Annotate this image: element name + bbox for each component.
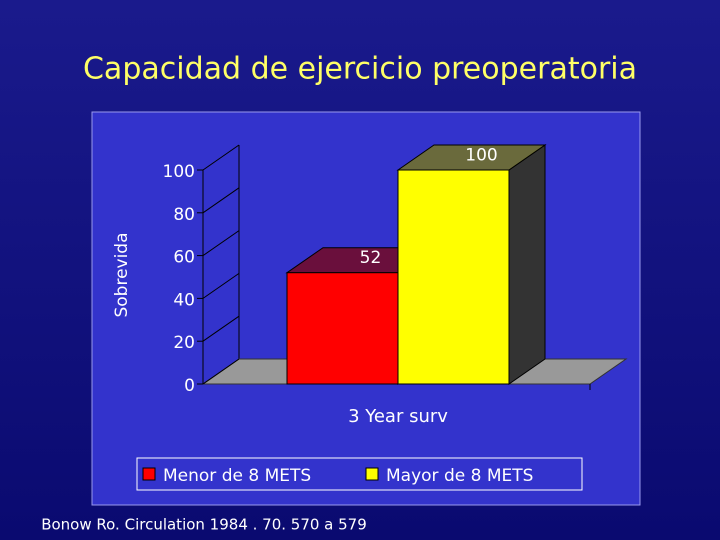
- y-tick-label: 40: [173, 290, 195, 310]
- x-tick-label: 3 Year surv: [348, 406, 448, 427]
- y-axis-label: Sobrevida: [112, 232, 132, 317]
- tick-line: [202, 358, 240, 385]
- tick-line: [202, 187, 240, 214]
- bar-side: [508, 144, 546, 385]
- bar-top-shade: [287, 247, 434, 273]
- bar: [286, 272, 399, 385]
- bar: [397, 169, 510, 385]
- tick-line: [202, 272, 240, 299]
- tick-line: [202, 230, 240, 257]
- y-tick-label: 20: [173, 333, 195, 353]
- bar-top-shade: [398, 145, 545, 170]
- y-tick-label: 100: [163, 162, 195, 182]
- legend-box: [136, 457, 583, 491]
- y-tick-label: 0: [184, 376, 195, 396]
- slide-title: Capacidad de ejercicio preoperatoria: [83, 52, 637, 87]
- y-tick-label: 60: [173, 248, 195, 268]
- tick-line: [202, 144, 240, 171]
- legend-swatch: [142, 467, 156, 481]
- source-note: Bonow Ro. Circulation 1984 . 70. 570 a 5…: [41, 516, 367, 534]
- y-tick-label: 80: [173, 205, 195, 225]
- legend-label: Mayor de 8 METS: [386, 466, 533, 486]
- value-label: 100: [465, 146, 497, 166]
- legend-label: Menor de 8 METS: [163, 466, 311, 486]
- value-label: 52: [360, 248, 382, 268]
- tick-line: [202, 315, 240, 342]
- legend-swatch: [365, 467, 379, 481]
